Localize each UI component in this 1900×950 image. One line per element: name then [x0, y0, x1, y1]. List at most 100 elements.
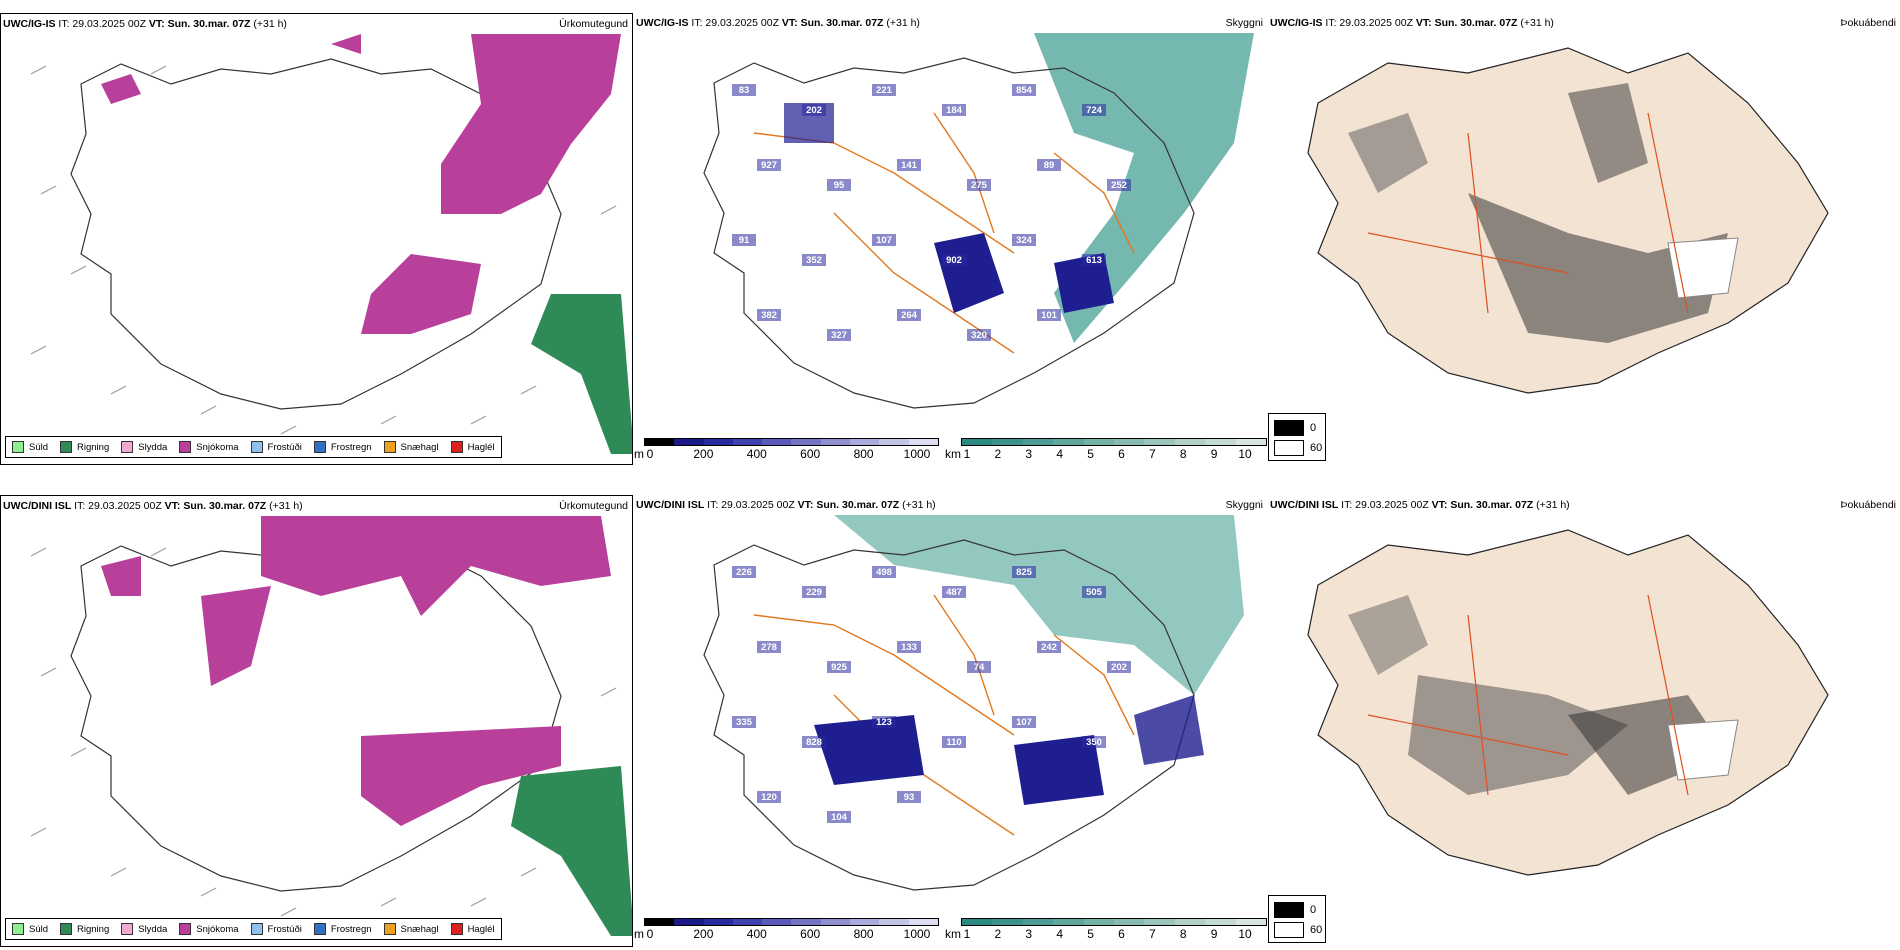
roads [1367, 112, 1689, 314]
fog-index-area [1348, 113, 1428, 193]
cloudbase-labels: 226 229 498 487 825 505 278 925 133 74 242 202 335 82… [732, 566, 1131, 823]
fog-index-area [1348, 595, 1428, 675]
legend-label: Frostregn [330, 441, 372, 453]
cloudbase-area [1054, 253, 1114, 313]
cloudbase-strip [644, 438, 939, 446]
cloudbase-area [1134, 695, 1204, 765]
cloudbase-strip [644, 918, 939, 926]
cloudbase-label-bg [827, 811, 851, 823]
legend-label: Rigning [77, 441, 110, 453]
roads [753, 112, 1135, 354]
visibility-tick: 5 [1087, 447, 1094, 461]
fog-low-label: 60 [1310, 924, 1323, 936]
cloudbase-label-bg [1012, 84, 1036, 96]
visibility-tick: 4 [1056, 447, 1063, 461]
cloudbase-label-bg [872, 84, 896, 96]
cloudbase-label-bg [732, 566, 756, 578]
cloudbase-label: 242 [1041, 642, 1057, 653]
fog-legend-row1: 0 60 [1268, 413, 1326, 461]
snow-area [261, 516, 611, 616]
precip-map-row1 [30, 34, 632, 454]
precip-map-row2 [30, 516, 632, 936]
cloudbase-label-bg [1037, 309, 1061, 321]
cloudbase-label-bg [1082, 736, 1106, 748]
visibility-tick: 8 [1179, 447, 1187, 461]
cloudbase-label-bg [802, 736, 826, 748]
fog-low-swatch [1274, 922, 1304, 938]
cloudbase-label-bg [757, 791, 781, 803]
cloudbase-tick: 0 [646, 927, 654, 941]
panel-header: UWC/DINI ISL IT: 29.03.2025 00Z VT: Sun.… [636, 499, 936, 511]
cloudbase-label-bg [1037, 159, 1061, 171]
legend-swatch [12, 923, 24, 935]
cloudbase-tick: 1000 [903, 447, 931, 461]
visibility-tick: 6 [1118, 447, 1125, 461]
cloudbase-label-bg [827, 179, 851, 191]
cloudbase-colorbar-row1: m 0 200 400 600 800 1000 [634, 438, 939, 462]
visibility-tick: 3 [1025, 447, 1033, 461]
cloudbase-label-bg [942, 736, 966, 748]
cloudbase-label: 252 [1111, 180, 1127, 191]
legend-label: Frostúði [267, 441, 302, 453]
cloudbase-label: 89 [1044, 160, 1055, 171]
cloudbase-tick: 400 [746, 447, 767, 461]
cloudbase-tick: 800 [853, 927, 874, 941]
cloudbase-label: 613 [1086, 255, 1102, 266]
cloudbase-label: 229 [806, 587, 822, 598]
visibility-area [834, 515, 1244, 695]
cloudbase-label: 104 [831, 812, 848, 823]
cloudbase-label: 221 [876, 85, 893, 96]
cloudbase-label: 320 [971, 330, 987, 341]
cloudbase-unit: m [634, 447, 644, 461]
snow-area [361, 726, 561, 826]
fog-index-area [1468, 193, 1728, 343]
cloudbase-label: 825 [1016, 567, 1033, 578]
cloudbase-label-bg [942, 586, 966, 598]
cloudbase-label-bg [732, 716, 756, 728]
cloudbase-label-bg [1012, 716, 1036, 728]
cloudbase-label-bg [1107, 661, 1131, 673]
legend-label: Slydda [138, 441, 168, 453]
cloudbase-map-row1: 83 202 221 184 854 724 927 95 141 275 89 252 91 352 10… [703, 33, 1254, 409]
visibility-colorbar-row1: km 1 2 3 4 5 6 7 8 9 10 [945, 438, 1267, 462]
legend-swatch [60, 441, 73, 453]
visibility-tick: 8 [1179, 927, 1187, 941]
cloudbase-label: 927 [761, 160, 777, 171]
snow-area [441, 34, 621, 214]
legend-item: Frostúði [250, 923, 302, 935]
cloudbase-label: 724 [1086, 105, 1103, 116]
cloudbase-label-bg [897, 159, 921, 171]
cloudbase-label: 335 [736, 717, 753, 728]
legend-item: Snæhagl [383, 441, 439, 453]
legend-swatch [313, 441, 326, 453]
cloudbase-label: 184 [946, 105, 963, 116]
fog-high-swatch [1274, 902, 1304, 918]
visibility-unit: km [945, 927, 961, 941]
legend-label: Snæhagl [400, 923, 439, 935]
cloudbase-label: 498 [876, 567, 892, 578]
legend-swatch [313, 923, 326, 935]
legend-swatch [250, 923, 263, 935]
visibility-tick: 7 [1148, 927, 1156, 941]
cloudbase-label: 382 [761, 310, 777, 321]
snow-area [101, 74, 141, 104]
snow-area [201, 586, 271, 686]
cloudbase-label: 202 [1111, 662, 1127, 673]
cloudbase-label-bg [967, 329, 991, 341]
legend-swatch [383, 923, 396, 935]
fog-panel-row1: UWC/IG-IS IT: 29.03.2025 00Z VT: Sun. 30… [1268, 13, 1900, 465]
cloudbase-label-bg [967, 179, 991, 191]
cloudbase-label-bg [1082, 104, 1106, 116]
panel-header: UWC/DINI ISL IT: 29.03.2025 00Z VT: Sun.… [1270, 499, 1570, 511]
legend-item: Snjókoma [179, 923, 239, 935]
legend-item: Snjókoma [179, 441, 239, 453]
iceland-outline [703, 539, 1195, 891]
cloudbase-tick: 600 [800, 927, 821, 941]
cloudbase-tick: 600 [800, 447, 821, 461]
visibility-strip [961, 438, 1267, 446]
cloudbase-unit: m [634, 927, 644, 941]
cloudbase-label-bg [897, 641, 921, 653]
iceland-outline [703, 57, 1195, 409]
cloudbase-label: 902 [946, 255, 962, 266]
panel-header: UWC/IG-IS IT: 29.03.2025 00Z VT: Sun. 30… [1270, 17, 1554, 29]
